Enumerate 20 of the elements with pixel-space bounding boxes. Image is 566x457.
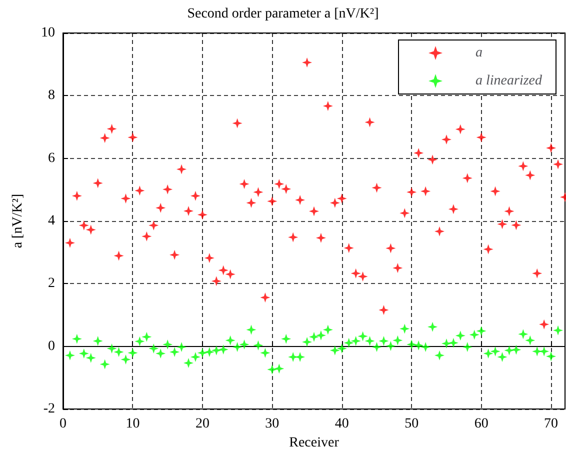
legend-label: a linearized bbox=[476, 74, 543, 88]
y-tick-label: -2 bbox=[43, 402, 55, 416]
x-tick-label: 50 bbox=[404, 416, 419, 432]
x-tick-label: 60 bbox=[474, 416, 488, 432]
y-tick-label: 8 bbox=[48, 88, 55, 104]
y-tick-label: 4 bbox=[48, 214, 55, 228]
x-tick-label: 40 bbox=[334, 416, 349, 432]
y-tick-label: 0 bbox=[48, 338, 55, 354]
x-tick-label: 70 bbox=[544, 416, 558, 432]
x-tick-label: 0 bbox=[60, 416, 66, 432]
x-tick-label: 30 bbox=[265, 416, 280, 432]
chart-title: Second order parameter a [nV/K²] bbox=[187, 6, 379, 22]
y-tick-label: 2 bbox=[48, 276, 55, 292]
x-tick-label: 10 bbox=[126, 416, 140, 432]
x-axis-title: Receiver bbox=[289, 435, 340, 450]
legend-label: a bbox=[476, 46, 483, 60]
y-tick-label: 10 bbox=[41, 26, 55, 40]
x-tick-label: 20 bbox=[195, 416, 210, 432]
y-axis-title: a [nV/K²] bbox=[10, 194, 26, 248]
y-tick-label: 6 bbox=[48, 150, 55, 166]
